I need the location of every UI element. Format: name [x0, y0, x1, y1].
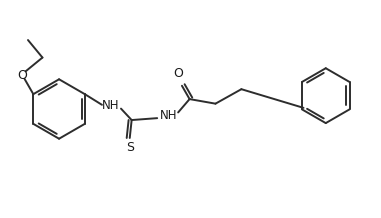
Text: S: S	[126, 141, 134, 154]
Text: NH: NH	[102, 99, 120, 112]
Text: O: O	[173, 67, 183, 80]
Text: NH: NH	[160, 109, 177, 122]
Text: O: O	[18, 69, 27, 82]
